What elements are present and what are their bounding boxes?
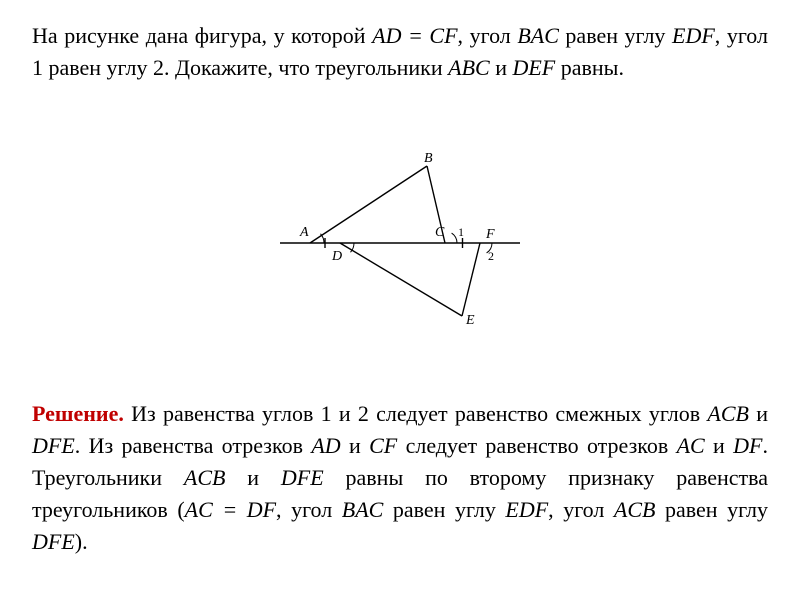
solution-label: Решение. — [32, 401, 124, 426]
svg-text:D: D — [331, 249, 342, 264]
solution-text: Решение. Из равенства углов 1 и 2 следуе… — [32, 398, 768, 557]
svg-text:A: A — [299, 225, 309, 240]
svg-text:F: F — [485, 227, 495, 242]
svg-text:C: C — [435, 225, 445, 240]
slide: На рисунке дана фигура, у которой AD = C… — [0, 0, 800, 600]
geometry-figure: A D C F B E 1 2 — [270, 148, 530, 328]
svg-text:1: 1 — [458, 225, 464, 239]
svg-text:B: B — [424, 151, 433, 166]
svg-text:E: E — [465, 313, 475, 328]
figure-svg: A D C F B E 1 2 — [270, 148, 530, 328]
problem-text: На рисунке дана фигура, у которой AD = C… — [32, 20, 768, 84]
svg-text:2: 2 — [488, 249, 494, 263]
